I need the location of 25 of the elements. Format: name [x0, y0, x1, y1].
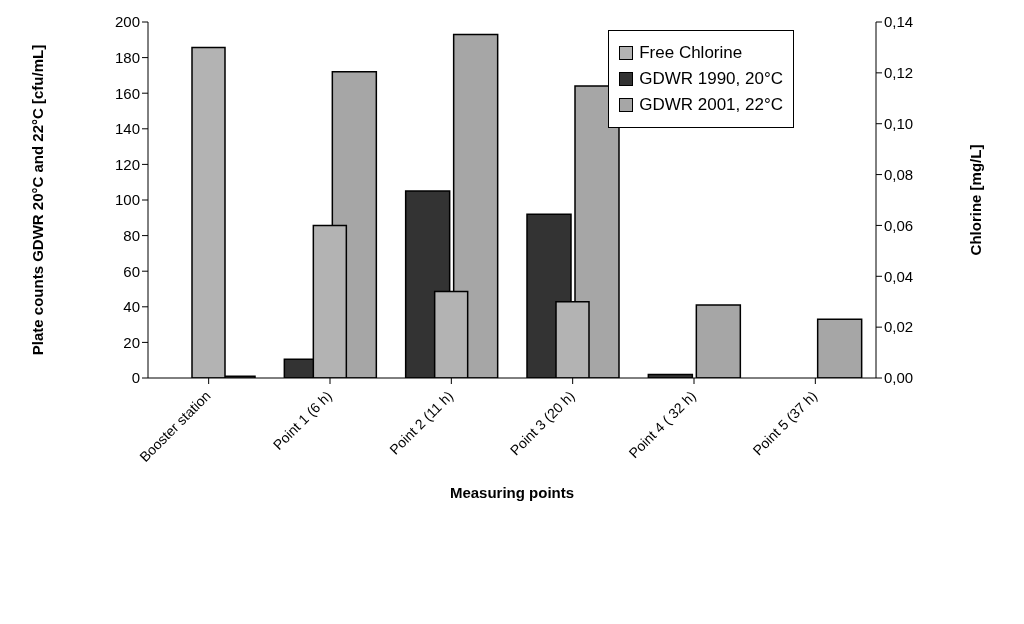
y2-tick-label: 0,12	[884, 64, 914, 82]
y2-tick-label: 0,00	[884, 369, 914, 387]
y2-tick-label: 0,10	[884, 115, 914, 133]
legend-label: Free Chlorine	[639, 43, 743, 63]
y-tick-label: 100	[114, 191, 140, 209]
y-tick-label: 20	[123, 333, 140, 351]
y-tick-label: 140	[114, 120, 140, 138]
y2-tick-label: 0,08	[884, 165, 914, 183]
y2-tick-label: 0,06	[884, 216, 914, 234]
y-tick-label: 80	[123, 226, 140, 244]
y2-tick-label: 0,04	[884, 267, 914, 285]
y-tick-label: 40	[123, 298, 140, 316]
y-tick-label: 200	[114, 13, 140, 31]
legend-label: GDWR 1990, 20°C	[639, 69, 783, 89]
y2-tick-label: 0,14	[884, 13, 914, 31]
y-tick-label: 60	[123, 262, 140, 280]
y-tick-label: 180	[114, 48, 140, 66]
y-axis-title: Plate counts GDWR 20°C and 22°C [cfu/mL]	[29, 44, 47, 356]
y-tick-label: 120	[114, 155, 140, 173]
y2-tick-label: 0,02	[884, 318, 914, 336]
x-axis-title: Measuring points	[449, 484, 575, 501]
y-tick-label: 0	[131, 369, 140, 387]
y-tick-label: 160	[114, 84, 140, 102]
legend-label: GDWR 2001, 22°C	[639, 95, 783, 115]
y2-axis-title: Chlorine [mg/L]	[967, 144, 985, 256]
